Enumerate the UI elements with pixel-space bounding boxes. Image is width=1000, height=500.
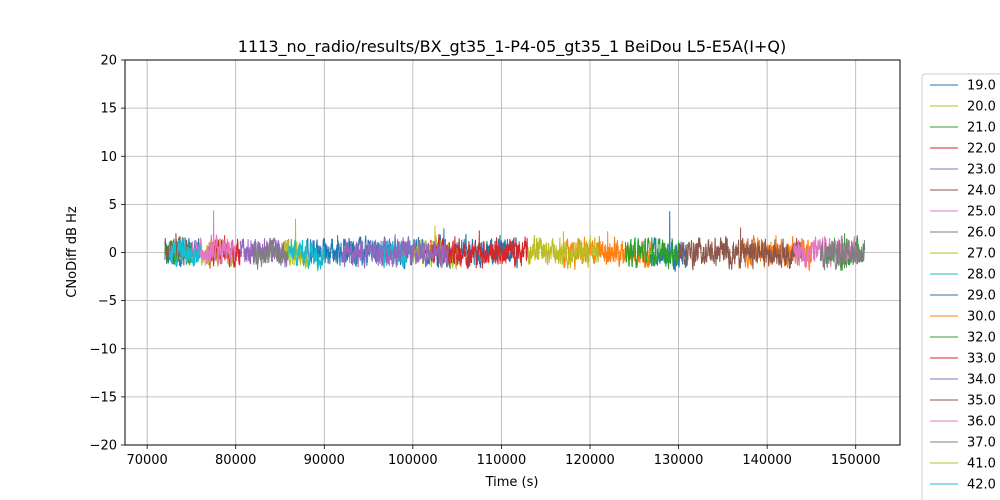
legend-label: 29.0 bbox=[967, 289, 996, 304]
series-line-42.0 bbox=[288, 238, 325, 272]
y-tick-label: −10 bbox=[90, 342, 117, 357]
legend-box bbox=[921, 73, 1000, 500]
legend-label: 36.0 bbox=[967, 415, 996, 430]
series-line-26.0 bbox=[252, 239, 290, 270]
legend-label: 23.0 bbox=[967, 163, 996, 178]
legend-label: 34.0 bbox=[967, 373, 996, 388]
x-tick-label: 120000 bbox=[565, 453, 615, 468]
x-tick-label: 100000 bbox=[388, 453, 438, 468]
y-tick-label: −15 bbox=[90, 390, 117, 405]
legend-label: 35.0 bbox=[967, 394, 996, 409]
x-tick-label: 80000 bbox=[215, 453, 256, 468]
x-tick-label: 110000 bbox=[477, 453, 527, 468]
y-tick-label: −5 bbox=[98, 294, 117, 309]
legend-label: 42.0 bbox=[967, 478, 996, 493]
legend-label: 41.0 bbox=[967, 457, 996, 472]
y-tick-label: 0 bbox=[109, 246, 117, 261]
y-tick-label: 10 bbox=[100, 150, 117, 165]
x-tick-label: 70000 bbox=[126, 453, 167, 468]
x-axis-label: Time (s) bbox=[485, 475, 539, 490]
legend-label: 25.0 bbox=[967, 205, 996, 220]
y-tick-label: −20 bbox=[90, 439, 117, 454]
x-tick-label: 90000 bbox=[304, 453, 345, 468]
series-line-34.0 bbox=[341, 234, 449, 269]
legend-label: 22.0 bbox=[967, 142, 996, 157]
legend: 19.0 20.0 21.0 22.0 23.0 24.0 25.0 26.0 27.0 28.0… bbox=[921, 73, 1000, 500]
legend-label: 20.0 bbox=[967, 100, 996, 115]
legend-label: 27.0 bbox=[967, 247, 996, 262]
legend-label: 21.0 bbox=[967, 121, 996, 136]
x-tick-label: 140000 bbox=[742, 453, 792, 468]
chart-title: 1113_no_radio/results/BX_gt35_1-P4-05_gt… bbox=[238, 37, 786, 57]
legend-label: 28.0 bbox=[967, 268, 996, 283]
series-line-35.0 bbox=[678, 227, 804, 271]
legend-label: 32.0 bbox=[967, 331, 996, 346]
legend-label: 33.0 bbox=[967, 352, 996, 367]
legend-label: 30.0 bbox=[967, 310, 996, 325]
series-line-23.0 bbox=[239, 237, 290, 268]
axis-ticks: 70000 80000 90000 100000 110000 120000 130000 1… bbox=[90, 54, 881, 469]
x-tick-label: 130000 bbox=[654, 453, 704, 468]
legend-label: 24.0 bbox=[967, 184, 996, 199]
y-tick-label: 20 bbox=[100, 54, 117, 69]
y-tick-label: 15 bbox=[100, 102, 117, 117]
series-line-41.0 bbox=[527, 231, 600, 270]
series-line-33.0 bbox=[430, 230, 529, 269]
series-lines bbox=[164, 210, 866, 272]
legend-label: 37.0 bbox=[967, 436, 996, 451]
series-line-37.0 bbox=[819, 238, 866, 271]
y-axis-label: CNoDiff dB Hz bbox=[65, 206, 80, 298]
legend-label: 19.0 bbox=[967, 79, 996, 94]
series-line-32.0 bbox=[624, 236, 680, 270]
series-line-28.0 bbox=[168, 237, 201, 268]
y-tick-label: 5 bbox=[109, 198, 117, 213]
x-tick-label: 150000 bbox=[831, 453, 881, 468]
legend-label: 26.0 bbox=[967, 226, 996, 241]
